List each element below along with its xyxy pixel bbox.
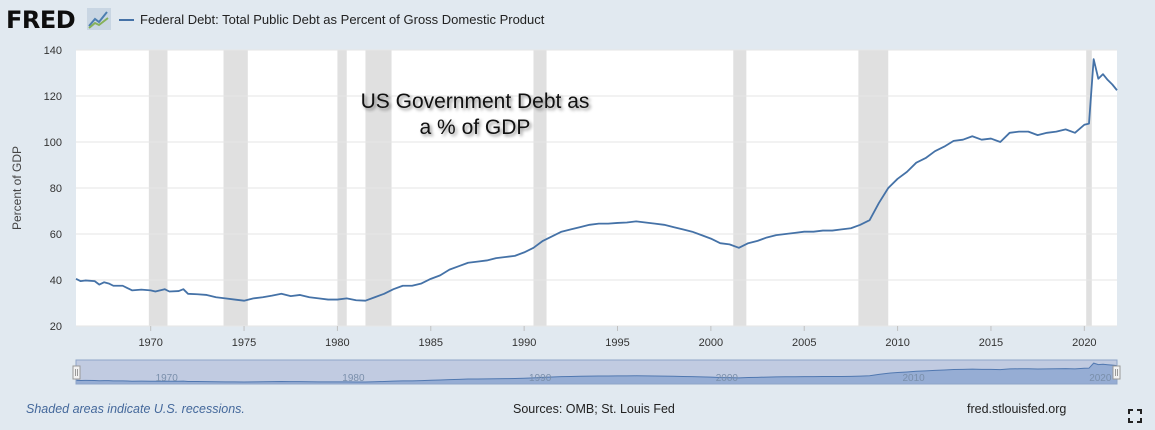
x-tick-label: 2000	[699, 337, 723, 349]
legend-series-swatch	[119, 19, 134, 21]
y-tick-label: 140	[44, 45, 62, 57]
chart-header: FRED Federal Debt: Total Public Debt as …	[0, 0, 1155, 40]
x-tick-label: 1995	[605, 337, 629, 349]
navigator[interactable]: 1970 1980 1990 2000 2010 2020	[72, 359, 1121, 385]
y-tick-label: 100	[44, 137, 62, 149]
navigator-label: 2010	[902, 373, 925, 384]
annotation-line-1: US Government Debt as	[361, 90, 590, 113]
navigator-label: 1970	[156, 373, 179, 384]
navigator-label: 2020	[1089, 373, 1112, 384]
x-tick-label: 2010	[885, 337, 909, 349]
x-tick-label: 2015	[979, 337, 1003, 349]
x-tick-label: 1985	[419, 337, 443, 349]
navigator-right-handle[interactable]	[1112, 365, 1121, 380]
navigator-label: 2000	[716, 373, 739, 384]
x-tick-label: 2020	[1072, 337, 1096, 349]
y-tick-label: 40	[50, 275, 62, 287]
series-line	[75, 58, 1118, 302]
navigator-left-handle[interactable]	[72, 365, 81, 380]
y-tick-label: 80	[50, 183, 62, 195]
y-tick-label: 20	[50, 321, 62, 333]
site-link[interactable]: fred.stlouisfed.org	[967, 402, 1067, 416]
x-tick-label: 2005	[792, 337, 816, 349]
navigator-label: 1990	[529, 373, 552, 384]
x-tick-label: 1990	[512, 337, 536, 349]
x-tick-label: 1980	[325, 337, 349, 349]
sources-text: Sources: OMB; St. Louis Fed	[513, 402, 675, 416]
legend-series-title[interactable]: Federal Debt: Total Public Debt as Perce…	[140, 12, 545, 27]
recession-note: Shaded areas indicate U.S. recessions.	[26, 402, 245, 416]
fullscreen-icon[interactable]	[1128, 409, 1142, 423]
y-tick-label: 120	[44, 91, 62, 103]
navigator-selection[interactable]	[75, 359, 1118, 385]
x-tick-label: 1970	[138, 337, 162, 349]
navigator-label: 1980	[342, 373, 365, 384]
annotation-line-2: a % of GDP	[420, 116, 531, 139]
navigator-series	[75, 362, 1118, 385]
x-tick-label: 1975	[232, 337, 256, 349]
chart-trend-icon	[87, 8, 111, 30]
annotation-text: US Government Debt as a % of GDP	[361, 90, 590, 139]
fred-logo[interactable]: FRED	[6, 6, 76, 34]
y-tick-label: 60	[50, 229, 62, 241]
y-axis-label: Percent of GDP	[10, 146, 24, 230]
